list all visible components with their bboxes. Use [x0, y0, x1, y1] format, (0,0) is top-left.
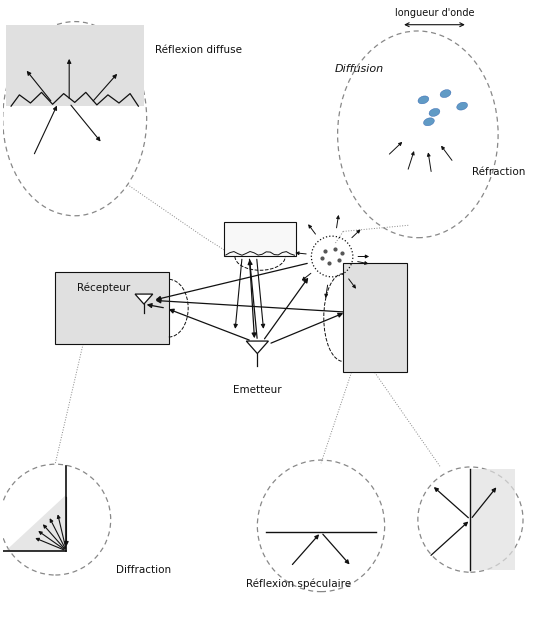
- Ellipse shape: [424, 118, 434, 126]
- Text: longueur d'onde: longueur d'onde: [395, 8, 474, 18]
- Polygon shape: [247, 341, 268, 353]
- Text: Diffusion: Diffusion: [335, 64, 384, 73]
- Bar: [471, 469, 515, 570]
- Text: Réflexion diffuse: Réflexion diffuse: [155, 45, 242, 55]
- Polygon shape: [6, 494, 67, 551]
- Ellipse shape: [440, 90, 451, 97]
- Polygon shape: [135, 294, 153, 304]
- Text: Récepteur: Récepteur: [77, 283, 130, 293]
- Ellipse shape: [429, 109, 440, 116]
- Bar: [6, 25, 144, 106]
- Bar: [224, 222, 296, 257]
- Ellipse shape: [418, 96, 429, 104]
- Bar: [343, 263, 407, 372]
- Text: Réfraction: Réfraction: [472, 167, 526, 177]
- Bar: [55, 272, 169, 344]
- Text: Emetteur: Emetteur: [233, 385, 282, 395]
- Text: Diffraction: Diffraction: [116, 565, 172, 574]
- Text: Réflexion spéculaire: Réflexion spéculaire: [247, 579, 352, 590]
- Ellipse shape: [457, 102, 467, 110]
